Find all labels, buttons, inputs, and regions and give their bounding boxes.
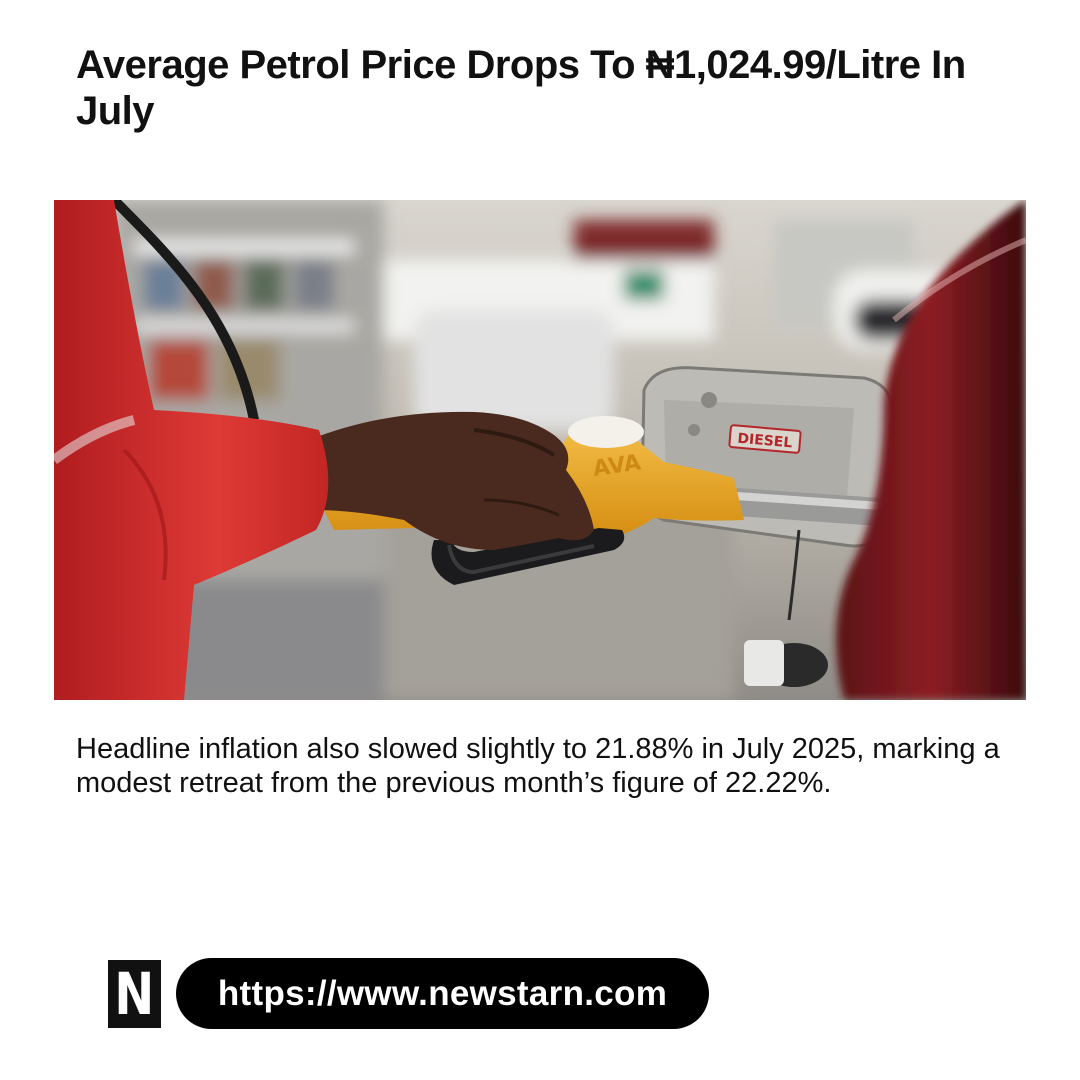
website-url-link[interactable]: https://www.newstarn.com <box>176 958 709 1029</box>
logo-letter: N <box>114 960 155 1028</box>
newstarn-logo: N <box>108 960 161 1028</box>
website-url-text: https://www.newstarn.com <box>217 973 668 1013</box>
article-photo: DIESEL AVA <box>54 200 1026 700</box>
article-summary: Headline inflation also slowed slightly … <box>76 733 1000 799</box>
headline: Average Petrol Price Drops To ₦1,024.99/… <box>76 43 966 133</box>
diesel-label: DIESEL <box>737 431 793 452</box>
